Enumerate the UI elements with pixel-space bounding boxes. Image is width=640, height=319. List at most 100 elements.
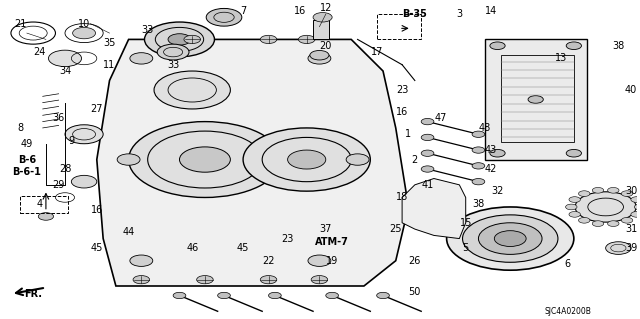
Text: 24: 24 (33, 47, 45, 57)
Text: 16: 16 (294, 6, 307, 16)
Text: 42: 42 (485, 164, 497, 174)
Text: 6: 6 (564, 259, 570, 269)
Circle shape (179, 147, 230, 172)
Text: 1: 1 (405, 129, 412, 139)
Circle shape (592, 221, 604, 226)
Circle shape (287, 150, 326, 169)
Text: 31: 31 (625, 224, 637, 234)
Circle shape (421, 118, 434, 125)
Circle shape (310, 50, 329, 60)
Text: 11: 11 (104, 60, 116, 70)
Circle shape (421, 150, 434, 156)
Text: 33: 33 (167, 60, 179, 70)
Circle shape (607, 188, 619, 193)
Circle shape (579, 191, 590, 197)
Circle shape (308, 255, 331, 266)
Text: 15: 15 (460, 218, 472, 228)
Circle shape (206, 8, 242, 26)
Text: 35: 35 (103, 38, 116, 48)
Circle shape (298, 35, 315, 43)
Text: 50: 50 (408, 287, 421, 297)
Text: ATM-7: ATM-7 (316, 237, 349, 247)
Text: 2: 2 (412, 154, 418, 165)
Text: 49: 49 (20, 139, 33, 149)
Text: 33: 33 (141, 25, 154, 35)
Text: 10: 10 (78, 19, 90, 29)
Text: B-6-1: B-6-1 (12, 167, 41, 177)
Circle shape (631, 197, 640, 202)
Circle shape (260, 276, 277, 284)
Text: 46: 46 (186, 243, 198, 253)
Circle shape (154, 71, 230, 109)
Circle shape (607, 221, 619, 226)
Text: 30: 30 (625, 186, 637, 196)
Text: 41: 41 (421, 180, 434, 190)
Text: 37: 37 (319, 224, 332, 234)
Text: 38: 38 (612, 41, 625, 51)
Text: 23: 23 (282, 234, 294, 244)
Text: 34: 34 (59, 66, 71, 76)
Circle shape (145, 22, 214, 57)
Text: 47: 47 (434, 114, 447, 123)
Text: 16: 16 (91, 205, 103, 215)
Circle shape (130, 255, 153, 266)
Text: 45: 45 (91, 243, 103, 253)
Circle shape (65, 125, 103, 144)
Circle shape (71, 175, 97, 188)
Text: 25: 25 (390, 224, 402, 234)
Circle shape (421, 166, 434, 172)
Text: 5: 5 (463, 243, 469, 253)
Text: 45: 45 (237, 243, 249, 253)
Circle shape (605, 242, 631, 254)
Text: 23: 23 (396, 85, 408, 95)
Circle shape (157, 44, 189, 60)
Circle shape (377, 292, 389, 299)
Circle shape (133, 276, 150, 284)
Circle shape (566, 149, 582, 157)
Polygon shape (97, 40, 408, 286)
Text: 17: 17 (371, 47, 383, 57)
Circle shape (631, 211, 640, 217)
Circle shape (566, 204, 577, 210)
Circle shape (592, 188, 604, 193)
Text: 32: 32 (492, 186, 504, 196)
Circle shape (129, 122, 281, 197)
Circle shape (421, 134, 434, 141)
Text: FR.: FR. (24, 289, 42, 299)
Text: 16: 16 (396, 107, 408, 117)
Circle shape (346, 154, 369, 165)
Circle shape (463, 215, 558, 262)
Bar (313, 20, 329, 40)
Circle shape (184, 35, 200, 43)
Circle shape (117, 154, 140, 165)
Text: 28: 28 (59, 164, 71, 174)
Circle shape (218, 292, 230, 299)
Circle shape (569, 211, 580, 217)
Text: 29: 29 (52, 180, 65, 190)
Circle shape (490, 149, 505, 157)
Circle shape (472, 163, 484, 169)
Text: 43: 43 (485, 145, 497, 155)
Circle shape (313, 12, 332, 22)
Text: 8: 8 (17, 123, 24, 133)
Circle shape (634, 204, 640, 210)
Text: 9: 9 (68, 136, 74, 145)
Text: 14: 14 (485, 6, 497, 16)
Circle shape (479, 223, 542, 254)
Text: 27: 27 (90, 104, 103, 114)
Bar (377, 14, 421, 40)
Circle shape (494, 231, 526, 247)
Circle shape (447, 207, 574, 270)
Circle shape (621, 218, 633, 223)
Text: 21: 21 (14, 19, 27, 29)
Polygon shape (402, 179, 466, 239)
Text: 40: 40 (625, 85, 637, 95)
Text: 22: 22 (262, 256, 275, 266)
Circle shape (49, 50, 81, 67)
Text: 4: 4 (36, 199, 43, 209)
Circle shape (308, 53, 331, 64)
Circle shape (311, 276, 328, 284)
Bar (20, 196, 68, 213)
Circle shape (472, 131, 484, 137)
Text: 12: 12 (319, 3, 332, 13)
